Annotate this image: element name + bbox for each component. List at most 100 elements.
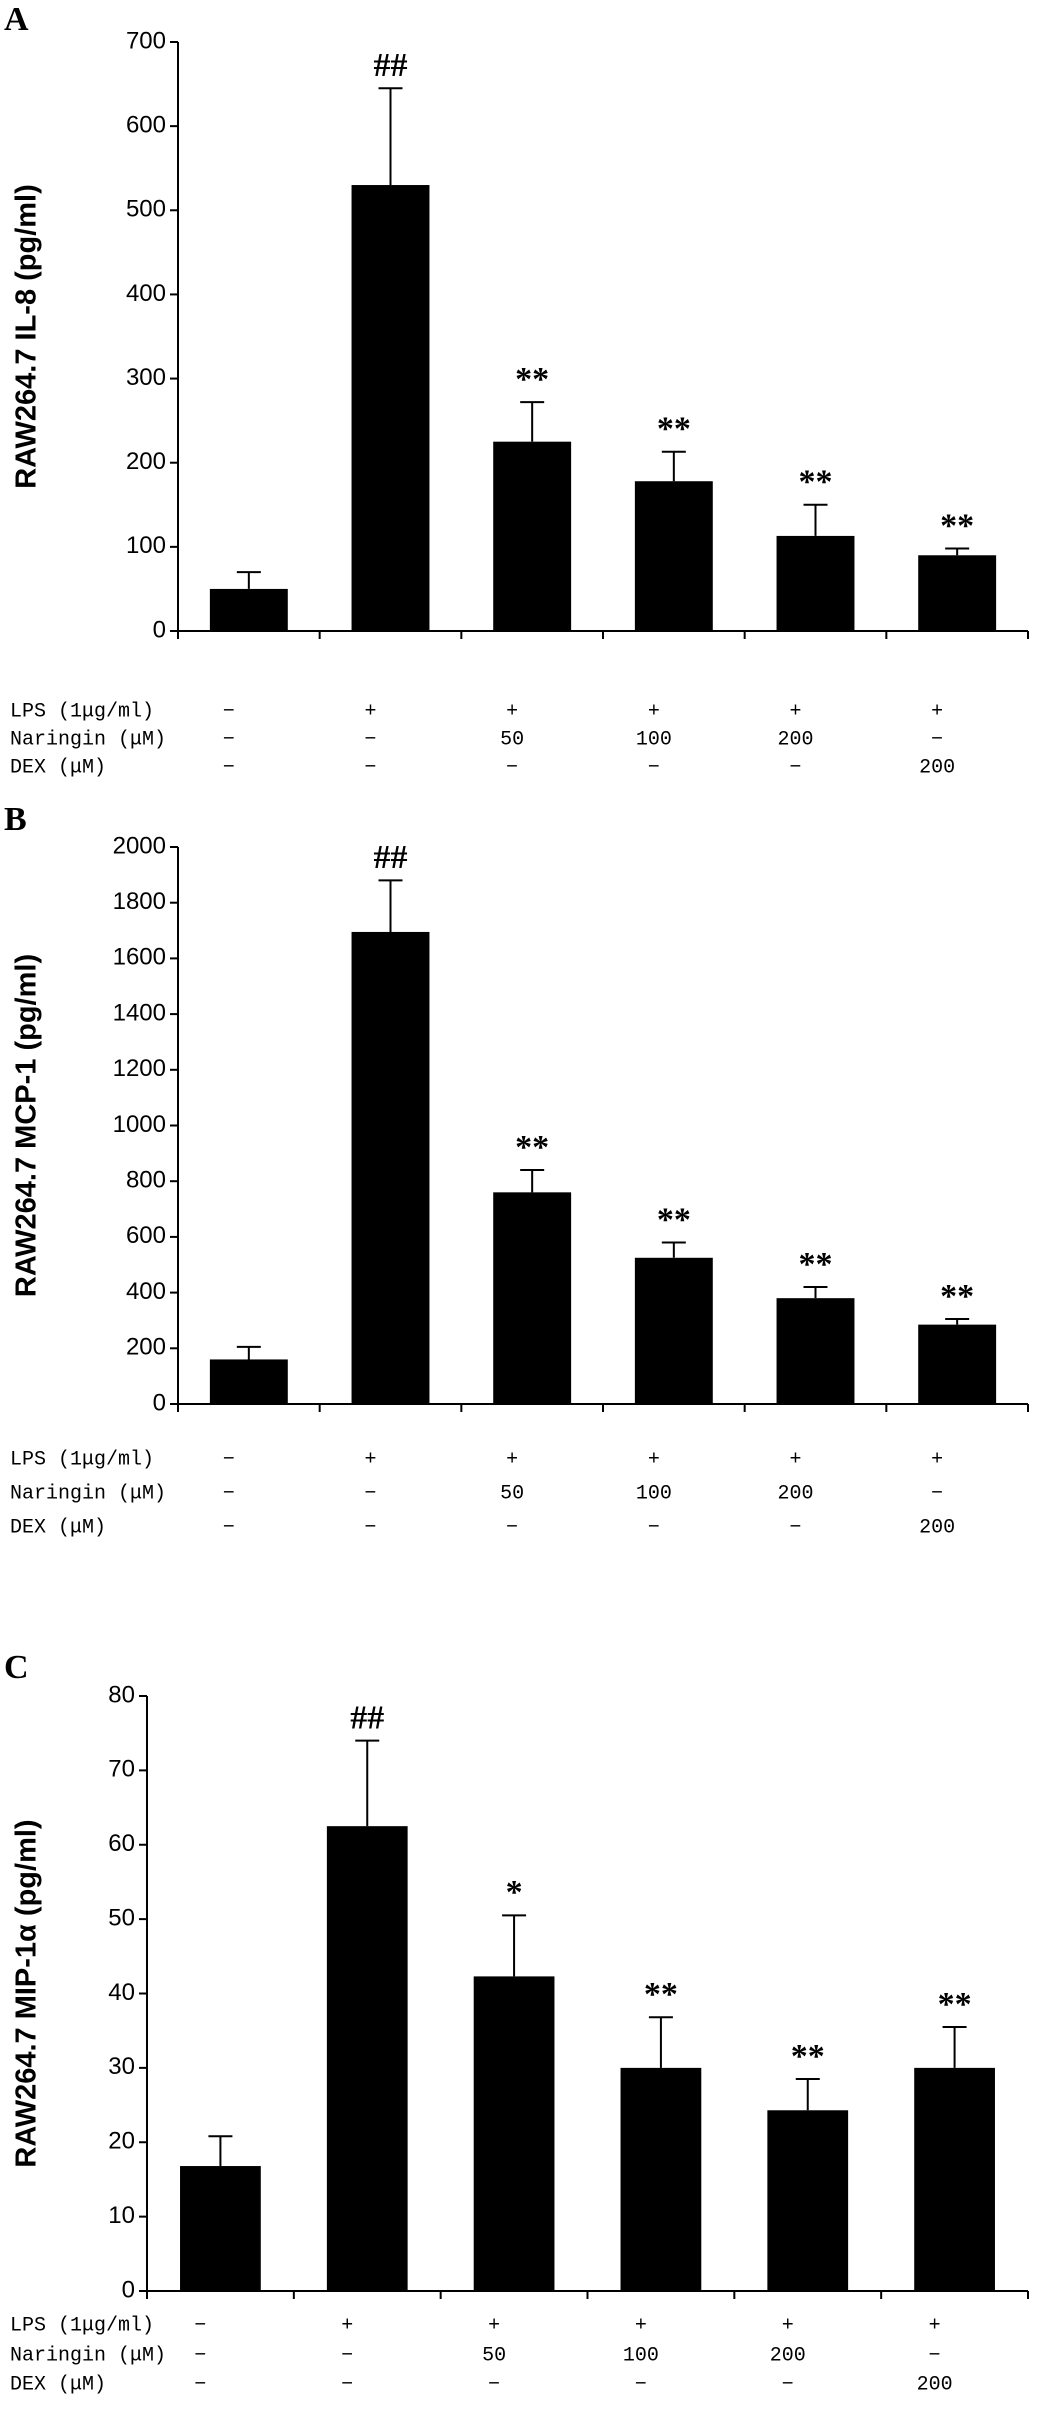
- treatment-value: −: [341, 2373, 353, 2396]
- significance-mark: **: [515, 1129, 549, 1166]
- y-tick-label: 0: [122, 2276, 135, 2303]
- error-bar: [236, 571, 261, 589]
- error-bar: [803, 503, 828, 536]
- bar: [918, 1324, 997, 1404]
- treatment-value: 100: [636, 1482, 672, 1505]
- y-tick-label: 600: [126, 1222, 166, 1249]
- treatment-value: −: [789, 756, 801, 779]
- significance-mark: **: [644, 1976, 678, 2013]
- treatment-value: +: [931, 700, 943, 723]
- treatment-value: 200: [919, 756, 955, 779]
- y-tick-label: 300: [126, 364, 166, 391]
- treatment-label: Naringin (μM): [10, 1482, 166, 1505]
- significance-mark: ##: [374, 839, 408, 876]
- treatment-value: −: [648, 756, 660, 779]
- treatment-label: DEX (μM): [10, 2373, 106, 2396]
- error-bar: [355, 1739, 380, 1827]
- treatment-value: −: [223, 728, 235, 751]
- treatment-value: 200: [919, 1516, 955, 1539]
- treatment-value: 50: [500, 1482, 524, 1505]
- y-tick-label: 60: [108, 1830, 135, 1857]
- panel-label: C: [4, 1649, 29, 1686]
- bar: [918, 555, 997, 631]
- treatment-value: 200: [777, 1482, 813, 1505]
- y-tick-label: 0: [153, 1389, 166, 1416]
- treatment-value: −: [931, 728, 943, 751]
- error-bar: [942, 2025, 967, 2068]
- bar: [634, 481, 713, 631]
- treatment-value: −: [194, 2344, 206, 2367]
- y-axis-label: RAW264.7 IL-8 (pg/ml): [11, 184, 43, 489]
- treatment-value: +: [364, 700, 376, 723]
- y-tick-label: 20: [108, 2128, 135, 2155]
- error-bar: [502, 1914, 527, 1977]
- y-tick-label: 400: [126, 1278, 166, 1305]
- error-bar: [803, 1286, 828, 1299]
- treatment-value: 200: [917, 2373, 953, 2396]
- bar: [326, 1826, 408, 2291]
- panel-label: B: [4, 801, 27, 838]
- error-bar: [661, 1241, 686, 1258]
- treatment-value: 200: [770, 2344, 806, 2367]
- bar: [634, 1257, 713, 1404]
- y-tick-label: 1400: [113, 999, 166, 1026]
- treatment-value: +: [648, 1448, 660, 1471]
- treatment-value: −: [341, 2344, 353, 2367]
- treatment-label: Naringin (μM): [10, 2344, 166, 2367]
- bar: [776, 1298, 855, 1404]
- treatment-value: −: [929, 2344, 941, 2367]
- y-tick-label: 40: [108, 1979, 135, 2006]
- treatment-label: DEX (μM): [10, 756, 106, 779]
- treatment-value: −: [931, 1482, 943, 1505]
- y-tick-label: 10: [108, 2202, 135, 2229]
- treatment-label: Naringin (μM): [10, 728, 166, 751]
- treatment-value: −: [223, 756, 235, 779]
- treatment-value: +: [635, 2314, 647, 2337]
- y-tick-label: 50: [108, 1904, 135, 1931]
- treatment-label: LPS (1μg/ml): [10, 1448, 154, 1471]
- bar: [473, 1976, 555, 2291]
- treatment-value: −: [364, 728, 376, 751]
- treatment-value: −: [488, 2373, 500, 2396]
- significance-mark: **: [791, 2038, 825, 2075]
- y-tick-label: 800: [126, 1167, 166, 1194]
- error-bar: [208, 2135, 233, 2167]
- treatment-value: −: [789, 1516, 801, 1539]
- error-bar: [945, 547, 970, 556]
- treatment-value: −: [635, 2373, 647, 2396]
- y-tick-label: 0: [153, 616, 166, 643]
- treatment-value: +: [341, 2314, 353, 2337]
- bar: [620, 2067, 702, 2291]
- treatment-value: 200: [777, 728, 813, 751]
- bar: [776, 535, 855, 631]
- treatment-label: DEX (μM): [10, 1516, 106, 1539]
- bar: [351, 185, 430, 632]
- treatment-value: −: [194, 2373, 206, 2396]
- error-bar: [378, 879, 403, 932]
- significance-mark: ##: [350, 1699, 384, 1736]
- y-tick-label: 200: [126, 1334, 166, 1361]
- bar: [493, 1192, 572, 1404]
- significance-mark: **: [657, 411, 691, 448]
- y-tick-label: 500: [126, 196, 166, 223]
- significance-mark: **: [799, 1246, 833, 1283]
- significance-mark: **: [515, 361, 549, 398]
- bar: [767, 2110, 849, 2291]
- treatment-value: −: [782, 2373, 794, 2396]
- bar: [351, 931, 430, 1404]
- treatment-value: +: [364, 1448, 376, 1471]
- error-bar: [661, 450, 686, 482]
- panel-label: A: [4, 1, 29, 38]
- y-tick-label: 80: [108, 1681, 135, 1708]
- treatment-value: −: [223, 1482, 235, 1505]
- bar: [209, 588, 288, 631]
- significance-mark: **: [657, 1201, 691, 1238]
- significance-mark: **: [940, 507, 974, 544]
- error-bar: [378, 87, 403, 186]
- treatment-value: −: [364, 756, 376, 779]
- error-bar: [236, 1345, 261, 1360]
- error-bar: [648, 2016, 673, 2068]
- bar: [209, 1359, 288, 1404]
- y-tick-label: 30: [108, 2053, 135, 2080]
